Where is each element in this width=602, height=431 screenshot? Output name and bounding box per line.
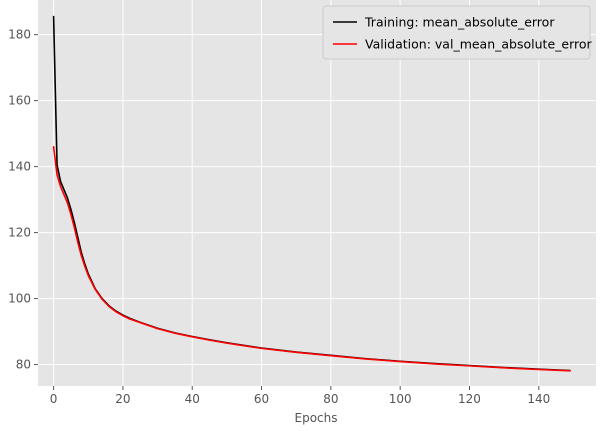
series-lines xyxy=(52,15,571,372)
y-axis: 80 100 120 140 160 180 xyxy=(8,28,38,372)
y-tick-label: 160 xyxy=(8,94,31,108)
y-tick-label: 80 xyxy=(16,358,31,372)
x-tick-label: 20 xyxy=(115,392,130,406)
y-tick-label: 180 xyxy=(8,28,31,42)
series-line-validation xyxy=(52,146,571,372)
legend-label-training: Training: mean_absolute_error xyxy=(364,15,555,30)
y-tick-label: 120 xyxy=(8,226,31,240)
x-tick-label: 80 xyxy=(323,392,338,406)
x-tick-label: 0 xyxy=(50,392,58,406)
x-tick-label: 140 xyxy=(527,392,550,406)
y-tick-label: 140 xyxy=(8,160,31,174)
legend-box xyxy=(322,5,591,60)
y-tick-label: 100 xyxy=(8,292,31,306)
legend-label-validation: Validation: val_mean_absolute_error xyxy=(365,37,593,52)
x-axis: 0 20 40 60 80 100 120 140 xyxy=(50,386,550,406)
x-tick-label: 100 xyxy=(389,392,412,406)
x-tick-label: 60 xyxy=(254,392,269,406)
x-tick-label: 120 xyxy=(458,392,481,406)
grid-lines xyxy=(38,0,596,386)
x-axis-title: Epochs xyxy=(295,411,338,425)
legend: Training: mean_absolute_error Validation… xyxy=(322,5,593,60)
x-tick-label: 40 xyxy=(185,392,200,406)
plot-background xyxy=(38,0,596,386)
